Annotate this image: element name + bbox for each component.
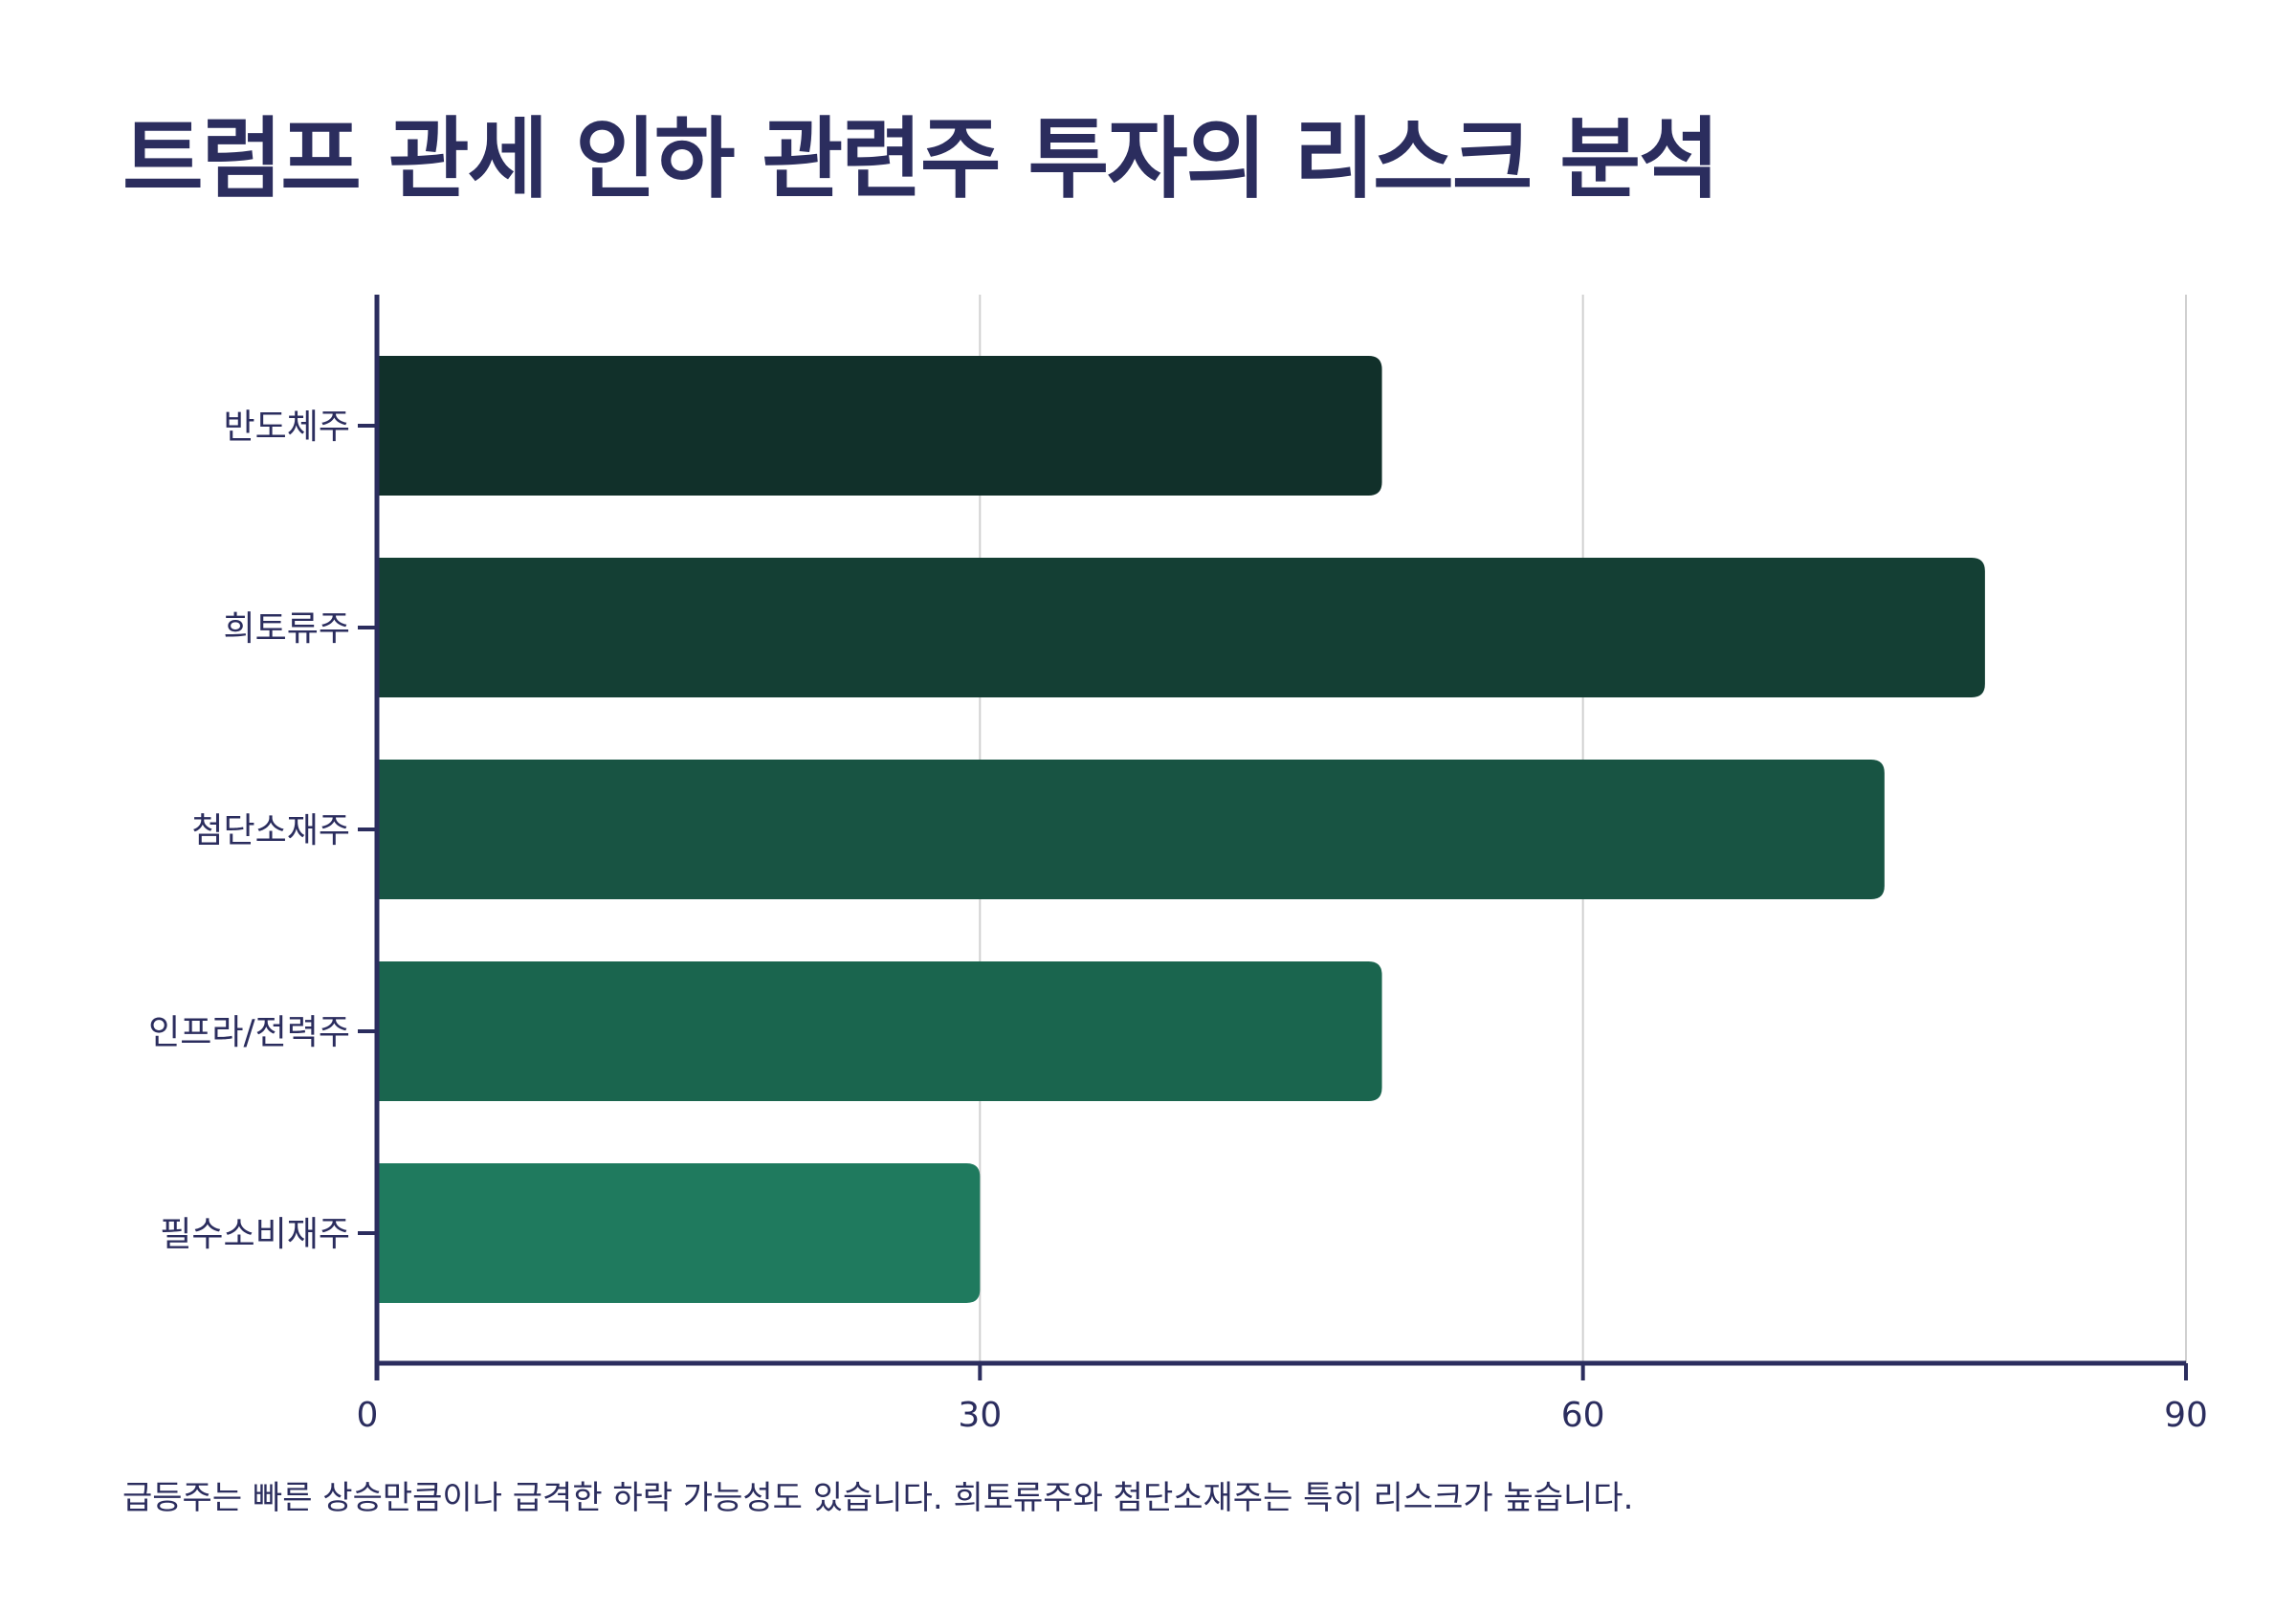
- bar-1: [377, 356, 1382, 496]
- category-label-3: 첨단소재주: [191, 811, 350, 850]
- category-label-2: 희토류주: [224, 609, 350, 649]
- x-tick-label-0: 0: [357, 1396, 379, 1435]
- chart-title: 트럼프 관세 인하 관련주 투자의 리스크 분석: [122, 108, 1720, 210]
- x-tick-label-30: 30: [958, 1396, 1002, 1435]
- category-label-5: 필수소비재주: [160, 1215, 350, 1254]
- category-label-4: 인프라/전력주: [148, 1013, 350, 1052]
- bars: [377, 356, 1985, 1303]
- bar-2: [377, 558, 1985, 697]
- bar-3: [377, 760, 1885, 899]
- chart-footnote: 급등주는 빠른 상승만큼이나 급격한 하락 가능성도 있습니다. 희토류주와 첨…: [122, 1479, 1634, 1517]
- x-tick-label-90: 90: [2164, 1396, 2208, 1435]
- category-label-1: 반도체주: [224, 408, 350, 447]
- x-tick-label-60: 60: [1561, 1396, 1605, 1435]
- bar-4: [377, 961, 1382, 1101]
- bar-5: [377, 1163, 981, 1303]
